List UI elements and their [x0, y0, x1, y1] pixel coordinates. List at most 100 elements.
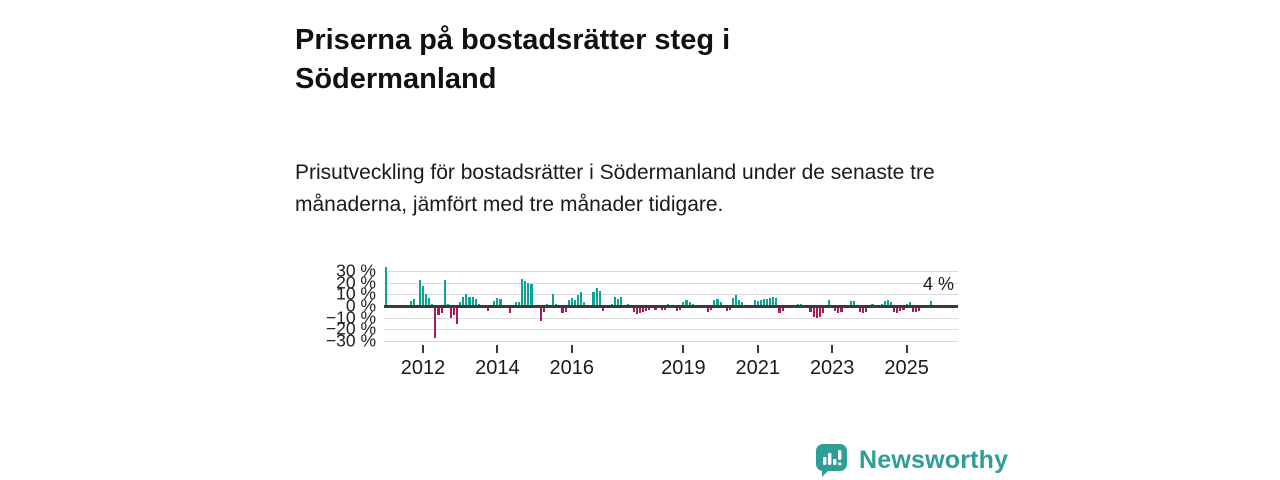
data-bar — [660, 306, 663, 310]
data-bar — [914, 306, 917, 312]
data-bar — [496, 297, 499, 306]
data-bar — [766, 298, 769, 306]
data-bar — [772, 296, 775, 306]
data-bar — [499, 298, 502, 306]
data-bar — [580, 291, 583, 306]
data-bar — [741, 302, 744, 306]
data-bar — [815, 306, 818, 318]
data-bar — [468, 296, 471, 306]
data-bar — [471, 296, 474, 306]
gridline — [384, 270, 958, 272]
x-axis-tick — [682, 345, 685, 353]
data-bar — [635, 306, 638, 315]
data-bar — [434, 306, 437, 338]
x-axis-tick — [831, 345, 834, 353]
x-axis-tick — [756, 345, 759, 353]
data-bar — [862, 306, 865, 313]
data-bar — [437, 306, 440, 316]
data-bar — [738, 300, 741, 306]
data-bar — [567, 300, 570, 306]
data-bar — [648, 306, 651, 310]
data-bar — [428, 297, 431, 306]
data-bar — [601, 306, 604, 311]
data-bar — [508, 306, 511, 313]
data-bar — [837, 306, 840, 313]
data-bar — [716, 298, 719, 306]
data-bar — [462, 296, 465, 306]
data-bar — [412, 298, 415, 306]
data-bar — [812, 306, 815, 317]
data-bar — [592, 291, 595, 306]
data-bar — [645, 306, 648, 311]
y-axis-tick-label: −20 % — [325, 318, 376, 339]
data-bar — [828, 300, 831, 306]
data-bar — [487, 306, 490, 311]
data-bar — [527, 282, 530, 306]
data-bar — [632, 306, 635, 312]
newsworthy-logo: Newsworthy — [814, 442, 1008, 478]
data-bar — [552, 294, 555, 306]
data-bar — [679, 306, 682, 310]
data-bar — [778, 306, 781, 313]
data-bar — [707, 306, 710, 312]
data-bar — [561, 306, 564, 313]
data-bar — [759, 300, 762, 306]
data-bar — [899, 306, 902, 311]
data-bar — [465, 294, 468, 306]
data-bar — [840, 306, 843, 312]
data-bar — [418, 280, 421, 306]
data-bar — [893, 306, 896, 312]
x-axis-tick-label: 2014 — [475, 357, 520, 379]
x-axis-tick-label: 2023 — [809, 357, 855, 379]
gridline — [384, 329, 958, 331]
data-bar — [917, 306, 921, 311]
data-bar — [834, 306, 837, 311]
x-axis-tick-label: 2012 — [400, 357, 446, 379]
data-bar — [576, 295, 580, 306]
zero-axis-line — [384, 304, 958, 308]
data-bar — [685, 300, 688, 306]
data-bar — [735, 295, 738, 306]
data-bar — [638, 306, 642, 313]
x-axis-tick — [422, 345, 424, 353]
data-bar — [443, 280, 446, 306]
data-bar — [521, 279, 524, 306]
newsworthy-logo-text: Newsworthy — [859, 445, 1009, 474]
data-bar — [818, 306, 821, 317]
data-bar — [775, 297, 778, 306]
data-bar — [676, 306, 679, 311]
x-axis-tick-label: 2019 — [661, 357, 706, 379]
bar-chart: 4 % 30 % 20 % 10 % 0 % −10 % −20 % −30 % 2012 20… — [326, 262, 958, 379]
y-axis-tick-label: 30 % — [336, 260, 376, 281]
y-axis-tick-label: 20 % — [336, 271, 376, 292]
data-bar — [459, 302, 462, 306]
data-bar — [456, 306, 459, 324]
data-bar — [539, 306, 542, 322]
data-bar — [781, 306, 784, 311]
data-bar — [725, 306, 728, 311]
data-bar — [530, 283, 533, 306]
data-bar — [384, 267, 387, 306]
newsworthy-logo-icon — [816, 444, 847, 477]
data-bar — [542, 306, 545, 312]
data-bar — [409, 301, 412, 306]
gridline — [384, 282, 958, 284]
x-axis-tick-label: 2021 — [735, 357, 781, 379]
data-bar — [570, 297, 573, 306]
data-bar — [514, 302, 518, 306]
data-bar — [440, 306, 443, 313]
data-bar — [617, 298, 620, 306]
data-bar — [911, 306, 914, 312]
data-bar — [731, 297, 735, 306]
chart-description: Prisutveckling för bostadsrätter i Söder… — [295, 161, 935, 216]
x-axis-tick — [570, 345, 573, 353]
data-bar — [583, 302, 586, 306]
data-bar — [595, 288, 598, 306]
gridline — [384, 294, 958, 296]
x-axis-tick — [905, 345, 908, 353]
data-bar — [688, 302, 691, 306]
data-bar — [518, 302, 521, 306]
data-bar — [474, 298, 477, 306]
data-bar — [849, 301, 852, 306]
